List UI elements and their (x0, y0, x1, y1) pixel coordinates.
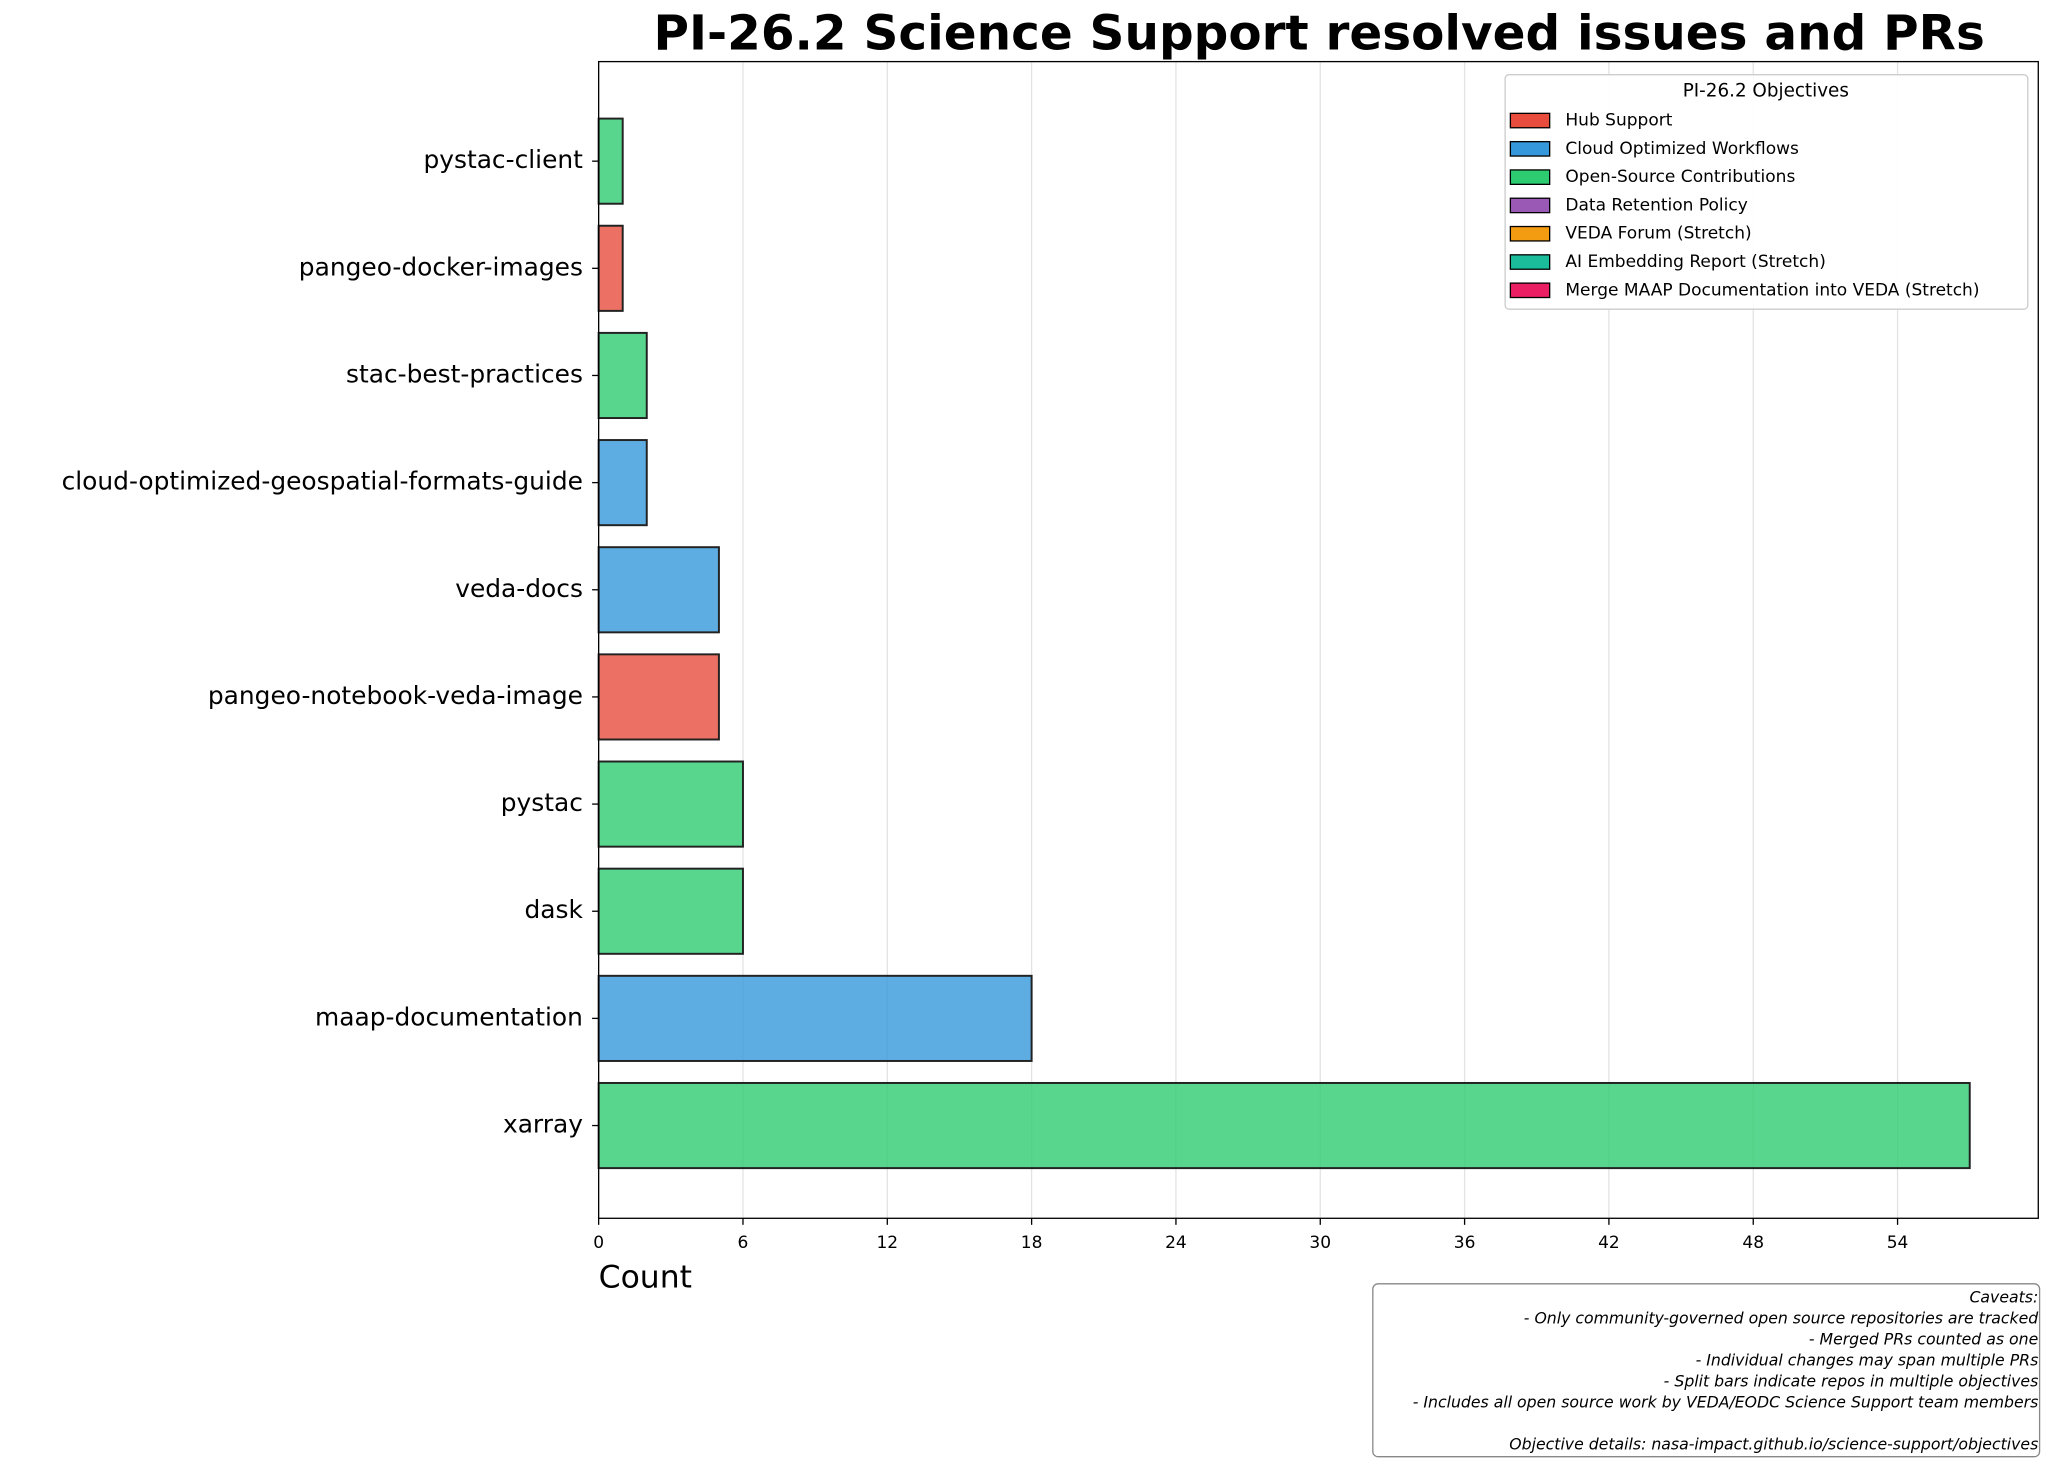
y-tick-label: pystac (501, 788, 583, 817)
bar (597, 224, 624, 312)
x-tick-label: 54 (1887, 1233, 1909, 1253)
y-tick-label: xarray (503, 1110, 583, 1139)
caveat-line: Caveats: (1969, 1288, 2038, 1307)
y-tick-label: pangeo-notebook-veda-image (208, 681, 583, 710)
bar (597, 974, 1033, 1062)
x-tick-label: 30 (1309, 1233, 1331, 1253)
bar (597, 1081, 1971, 1170)
bar (597, 867, 744, 955)
caveats-box (1372, 1283, 2041, 1458)
axes-frame (597, 60, 2039, 1219)
y-tick-label: pystac-client (423, 145, 583, 174)
y-tick-label: maap-documentation (315, 1002, 583, 1031)
caveat-line: - Includes all open source work by VEDA/… (1413, 1392, 2039, 1411)
bar (597, 331, 648, 420)
caveat-line: - Merged PRs counted as one (1809, 1330, 2038, 1349)
bar (597, 760, 744, 848)
legend-swatch (1509, 112, 1551, 129)
legend-label: Merge MAAP Documentation into VEDA (Stre… (1565, 280, 1979, 300)
bar (597, 653, 720, 741)
bars (597, 117, 1971, 1170)
x-tick-label: 6 (738, 1233, 749, 1253)
caveats: Caveats: - Only community-governed open s… (1372, 1283, 2041, 1458)
y-tick-label: cloud-optimized-geospatial-formats-guide (62, 467, 583, 496)
caveat-line: - Only community-governed open source re… (1524, 1309, 2040, 1328)
bar (597, 546, 720, 634)
x-tick-label: 48 (1742, 1233, 1764, 1253)
legend-label: Data Retention Policy (1565, 195, 1747, 215)
legend-box (1504, 74, 2029, 310)
bar (597, 439, 648, 527)
legend-label: VEDA Forum (Stretch) (1565, 224, 1751, 244)
chart-title: PI-26.2 Science Support resolved issues … (653, 6, 1984, 62)
caveat-line: - Split bars indicate repos in multiple … (1664, 1372, 2039, 1391)
x-tick-label: 24 (1165, 1233, 1187, 1253)
x-tick-label: 18 (1021, 1233, 1043, 1253)
legend: PI-26.2 Objectives Hub Support Cloud Opti… (1504, 74, 2029, 310)
caveat-line: Objective details: nasa-impact.github.io… (1509, 1434, 2038, 1453)
legend-swatch (1509, 282, 1551, 299)
x-tick-label: 42 (1598, 1233, 1620, 1253)
x-tick-label: 0 (593, 1233, 604, 1253)
x-axis-label: Count (599, 1260, 692, 1296)
legend-swatch (1509, 225, 1551, 242)
y-tick-label: dask (525, 895, 584, 924)
legend-label: Cloud Optimized Workflows (1565, 139, 1799, 159)
caveat-line: - Individual changes may span multiple P… (1696, 1351, 2039, 1370)
x-tick-label: 36 (1454, 1233, 1476, 1253)
legend-label: Open-Source Contributions (1565, 167, 1795, 187)
legend-swatch (1509, 169, 1551, 186)
legend-label: Hub Support (1565, 111, 1672, 131)
y-tick-label: veda-docs (455, 574, 583, 603)
y-tick-label: stac-best-practices (346, 359, 583, 388)
legend-title: PI-26.2 Objectives (1683, 81, 1849, 102)
x-tick-label: 12 (876, 1233, 898, 1253)
legend-swatch (1509, 140, 1551, 157)
bar (597, 117, 624, 205)
y-tick-label: pangeo-docker-images (299, 252, 583, 281)
legend-label: AI Embedding Report (Stretch) (1565, 252, 1825, 272)
legend-swatch (1509, 197, 1551, 214)
legend-swatch (1509, 254, 1551, 270)
